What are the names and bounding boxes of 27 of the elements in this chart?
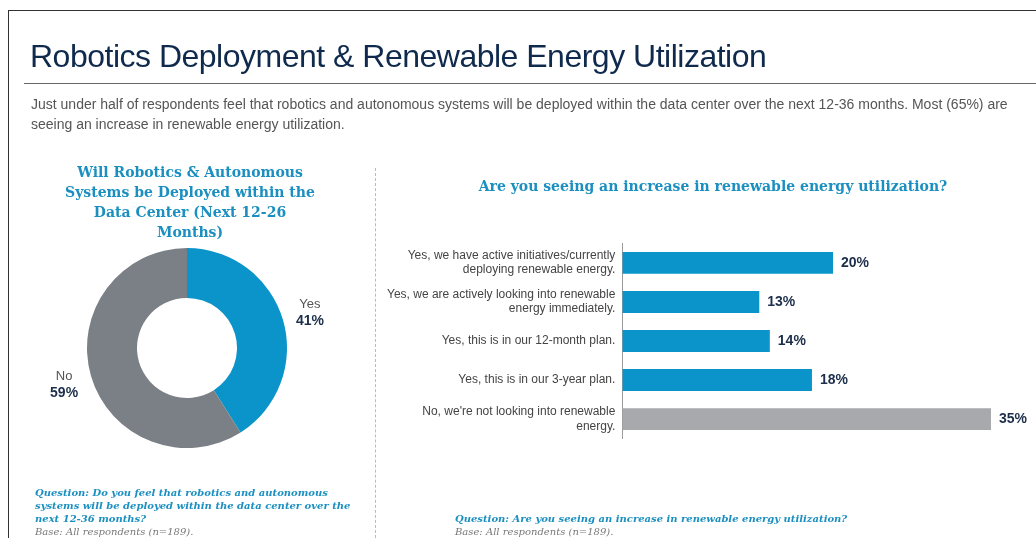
text: Just under half of respondents feel that robotics and autonomous systems will be deployed within the data center over the next 12-36 months. Most (65%) are seeing an increase in renewable energy utilization.: [31, 95, 1009, 134]
data-label: 20%: [841, 253, 870, 270]
y-tick-label: Yes, this is in our 3-year plan.: [458, 372, 616, 387]
text: Base: All respondents (n=189).: [35, 525, 195, 538]
y-tick-label: Yes, we are actively looking into renewable energy immediately.: [387, 287, 616, 316]
bar: [622, 408, 991, 431]
text: Question: Are you seeing an increase in renewable energy utilization?: [455, 512, 849, 525]
text: Base: All respondents (n=189).: [455, 525, 615, 538]
text: Question: Do you feel that robotics and autonomous systems will be deployed within the data center over the next 12-36 months?: [35, 486, 352, 525]
bar: [622, 291, 760, 313]
bar: [622, 330, 770, 352]
chart-title: Will Robotics & Autonomous Systems be Deployed within the Data Center (Next 12-26 Months): [64, 163, 316, 242]
data-label: 41%: [295, 312, 325, 329]
slice-label: Yes: [299, 296, 322, 312]
bar: [622, 251, 834, 274]
slice-label: No: [55, 367, 73, 383]
data-label: 59%: [50, 383, 79, 400]
y-tick-label: Yes, we have active initiatives/currently deploying renewable energy.: [407, 248, 616, 277]
y-tick-label: Yes, this is in our 12-month plan.: [441, 333, 616, 348]
data-label: 13%: [767, 292, 796, 309]
data-label: 18%: [819, 370, 849, 387]
data-label: 35%: [999, 409, 1028, 426]
y-tick-label: No, we're not looking into renewable energy.: [422, 404, 616, 433]
text: Robotics Deployment & Renewable Energy Utilization: [30, 38, 767, 75]
bar: [622, 369, 812, 391]
data-label: 14%: [777, 331, 807, 348]
chart-title: Are you seeing an increase in renewable energy utilization?: [477, 178, 949, 194]
